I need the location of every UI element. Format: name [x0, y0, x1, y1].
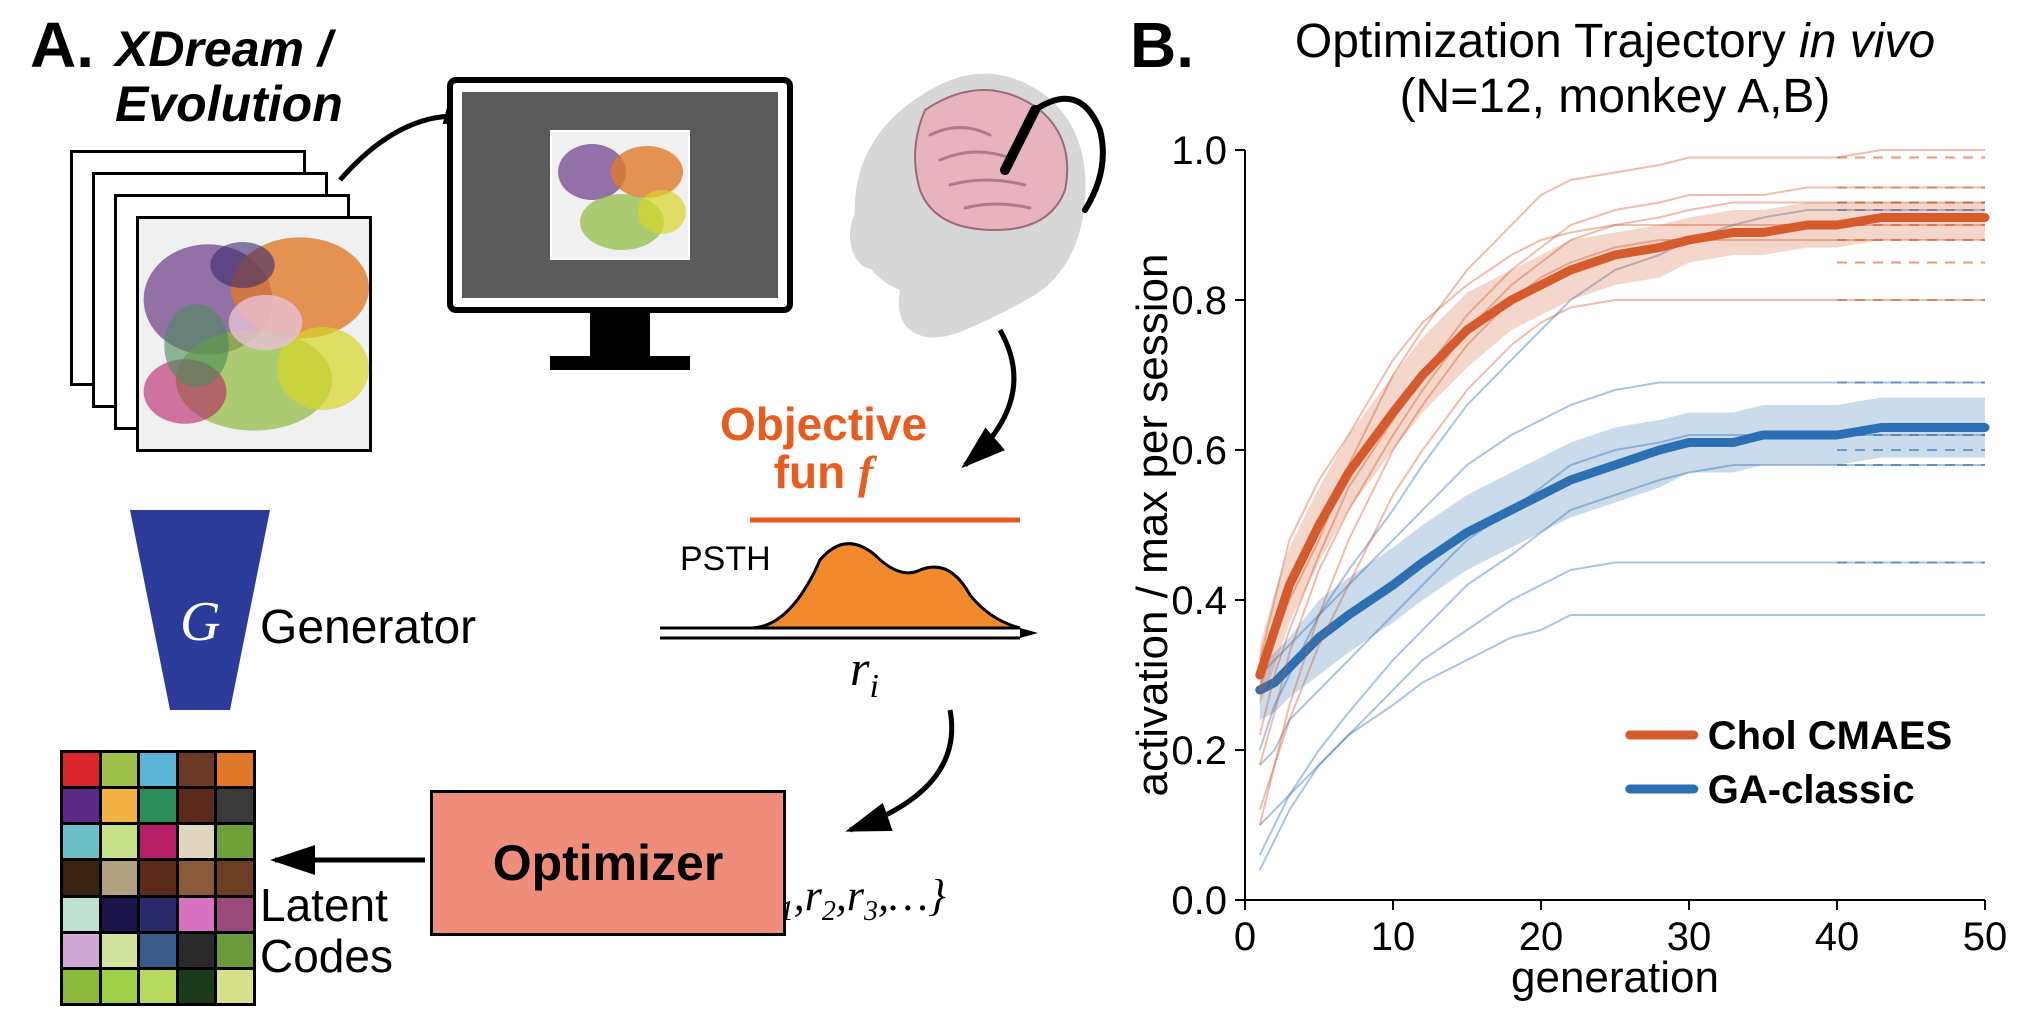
stimulus-image-stack [70, 150, 370, 450]
latent-cell [102, 861, 138, 894]
svg-text:0: 0 [1234, 915, 1256, 959]
latent-cell [102, 934, 138, 967]
latent-cell [217, 898, 253, 931]
title-line1: XDream / [115, 21, 332, 77]
svg-text:generation: generation [1511, 953, 1719, 1002]
latent-cell [179, 789, 215, 822]
latent-cell [140, 970, 176, 1003]
latent-cell [217, 789, 253, 822]
svg-text:0.6: 0.6 [1171, 429, 1227, 473]
trajectory-chart: 0.00.20.40.60.81.001020304050generationa… [1135, 130, 2015, 1010]
monkey-recording-icon [830, 40, 1110, 345]
latent-cell [63, 825, 99, 858]
legend: Chol CMAES GA-classic [1630, 714, 1952, 812]
svg-text:1.0: 1.0 [1171, 130, 1227, 173]
chart-title-line2: (N=12, monkey A,B) [1400, 70, 1831, 123]
latent-cell [140, 898, 176, 931]
latent-cell [179, 861, 215, 894]
panel-b-label: B. [1130, 8, 1194, 82]
svg-text:G: G [180, 591, 220, 653]
latent-cell [102, 789, 138, 822]
optimizer-label: Optimizer [493, 834, 724, 892]
latent-cell [179, 970, 215, 1003]
psth-plot: PSTH ri [620, 510, 1040, 705]
latent-cell [179, 934, 215, 967]
psth-text: PSTH [680, 540, 771, 578]
title-line2: Evolution [115, 76, 343, 132]
svg-text:50: 50 [1963, 915, 2008, 959]
objective-line1: Objective [720, 398, 927, 450]
svg-text:activation / max per session: activation / max per session [1135, 254, 1177, 797]
latent-cell [140, 934, 176, 967]
latent-cell [217, 970, 253, 1003]
optimizer-box: Optimizer [430, 790, 786, 936]
stack-frame-1 [136, 216, 372, 452]
latent-cell [217, 753, 253, 786]
latent-cell [179, 898, 215, 931]
latent-cell [63, 789, 99, 822]
noise-image-svg [139, 219, 369, 449]
latent-cell [63, 898, 99, 931]
latent-cell [140, 789, 176, 822]
latent-cell [140, 825, 176, 858]
svg-text:40: 40 [1815, 915, 1860, 959]
latent-cell [63, 861, 99, 894]
latent-cell [140, 753, 176, 786]
svg-text:0.0: 0.0 [1171, 879, 1227, 923]
monitor [440, 70, 820, 385]
arrow-psth-to-optimizer [810, 700, 980, 850]
svg-text:0.4: 0.4 [1171, 579, 1227, 623]
latent-cell [217, 934, 253, 967]
svg-text:0.8: 0.8 [1171, 279, 1227, 323]
svg-text:ri: ri [850, 640, 879, 700]
latent-codes-grid [60, 750, 256, 1006]
panel-a-title: XDream / Evolution [115, 22, 343, 132]
chart-title: Optimization Trajectory in vivo (N=12, m… [1205, 14, 2023, 124]
arrow-monkey-to-psth [910, 320, 1060, 480]
chart-title-line1: Optimization Trajectory in vivo [1295, 15, 1935, 68]
latent-cell [102, 753, 138, 786]
latent-cell [179, 825, 215, 858]
panel-a-label: A. [30, 8, 94, 82]
latent-cell [102, 825, 138, 858]
latent-cell [63, 753, 99, 786]
latent-cell [140, 861, 176, 894]
latent-cell [102, 970, 138, 1003]
latent-codes-label: Latent Codes [260, 880, 393, 981]
latent-cell [63, 934, 99, 967]
svg-text:10: 10 [1371, 915, 1416, 959]
latent-cell [63, 970, 99, 1003]
svg-text:0.2: 0.2 [1171, 729, 1227, 773]
generator-label: Generator [260, 600, 476, 655]
latent-cell [217, 861, 253, 894]
latent-cell [217, 825, 253, 858]
objective-function-label: Objective fun f [720, 400, 927, 498]
latent-cell [179, 753, 215, 786]
svg-text:GA-classic: GA-classic [1708, 768, 1915, 812]
latent-cell [102, 898, 138, 931]
svg-text:Chol CMAES: Chol CMAES [1708, 714, 1952, 758]
